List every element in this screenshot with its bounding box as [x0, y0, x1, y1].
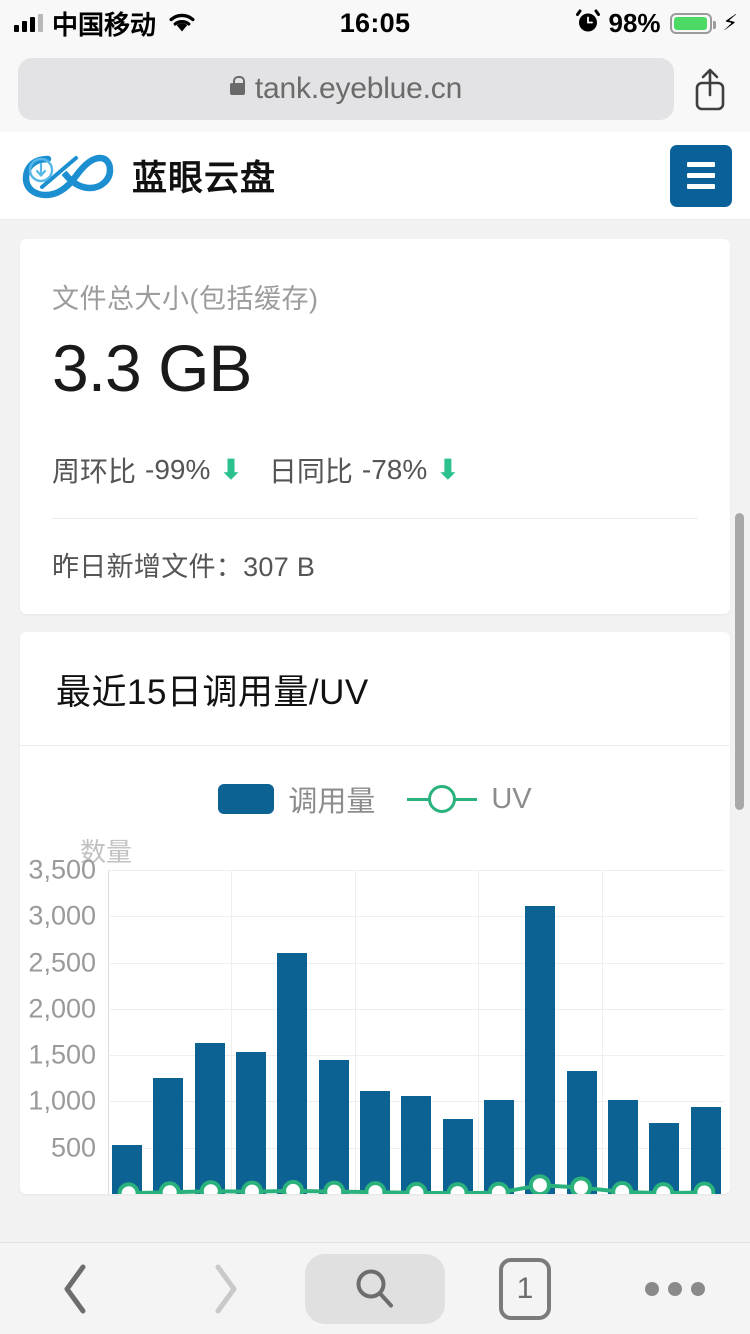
trend-day-over-day: 日同比 -78% ⬇ [269, 450, 460, 490]
chart-plot-area: 数量 3,500 3,000 2,500 2,000 1,500 1,000 500 [20, 834, 730, 1194]
card-divider [52, 518, 698, 519]
search-icon [356, 1269, 393, 1307]
gridline [108, 1055, 725, 1057]
chart-divider [20, 745, 730, 746]
y-axis-tick: 3,500 [28, 854, 96, 885]
chart-bar[interactable] [484, 1099, 515, 1194]
battery-percent-label: 98% [608, 7, 661, 38]
chart-legend: 调用量 UV [20, 746, 730, 830]
trend-week-over-week: 周环比 -99% ⬇ [52, 450, 243, 490]
vertical-gridline [231, 870, 233, 1194]
url-input[interactable]: tank.eyeblue.cn [18, 58, 674, 120]
back-button[interactable] [0, 1243, 150, 1334]
chart-bar[interactable] [690, 1106, 721, 1194]
chart-bar[interactable] [401, 1095, 432, 1194]
page-title: 蓝眼云盘 [132, 159, 277, 198]
more-dots-icon [645, 1281, 705, 1296]
battery-icon [669, 12, 716, 34]
chart-title: 最近15日调用量/UV [56, 673, 369, 712]
chart-bar[interactable] [153, 1077, 184, 1194]
status-bar: 中国移动 16:05 98% ⚡ [0, 0, 750, 46]
status-bar-right: 98% ⚡ [575, 7, 738, 39]
arrow-down-icon: ⬇ [436, 454, 460, 485]
browser-url-bar-container: tank.eyeblue.cn [0, 46, 750, 132]
gridline [108, 962, 725, 964]
y-axis-tick: 2,500 [28, 947, 96, 978]
tabs-button[interactable]: 1 [450, 1243, 600, 1334]
clock-label: 16:05 [339, 7, 411, 38]
status-bar-left: 中国移动 [14, 5, 199, 42]
hamburger-menu-icon[interactable] [670, 144, 732, 207]
trend-label: 周环比 [52, 456, 137, 487]
legend-label: 调用量 [288, 786, 376, 818]
y-axis-tick: 2,000 [28, 993, 96, 1024]
y-axis-tick: 3,000 [28, 900, 96, 931]
browser-bottom-toolbar: 1 [0, 1242, 750, 1334]
chart-bars [108, 870, 725, 1194]
carrier-label: 中国移动 [52, 9, 157, 40]
lightning-bolt-icon: ⚡ [722, 10, 738, 35]
chart-canvas: 3,500 3,000 2,500 2,000 1,500 1,000 500 [28, 855, 725, 1194]
stat-footer: 昨日新增文件：307 B [52, 552, 316, 582]
trend-value: -78% [361, 454, 428, 485]
chart-bar[interactable] [194, 1042, 225, 1194]
search-button[interactable] [300, 1243, 450, 1334]
share-icon[interactable] [688, 65, 732, 113]
chevron-right-icon [215, 1264, 237, 1313]
chart-bar[interactable] [525, 906, 556, 1194]
page-content: 文件总大小(包括缓存) 3.3 GB 周环比 -99% ⬇ 日同比 -78% ⬇… [0, 221, 750, 1242]
y-axis-tick: 500 [50, 1132, 96, 1163]
y-axis-tick: 1,500 [28, 1039, 96, 1070]
y-axis-tick: 1,000 [28, 1085, 96, 1116]
trend-value: -99% [145, 454, 211, 485]
gridline [108, 870, 725, 871]
more-button[interactable] [600, 1243, 750, 1334]
chart-bar[interactable] [566, 1070, 597, 1194]
legend-item-uv[interactable]: UV [407, 782, 532, 816]
legend-item-calls[interactable]: 调用量 [218, 778, 375, 820]
gridline [108, 1008, 725, 1010]
arrow-down-icon: ⬇ [219, 454, 243, 485]
trend-label: 日同比 [268, 456, 353, 487]
legend-bar-swatch [218, 784, 275, 814]
usage-chart-card: 最近15日调用量/UV 调用量 UV 数量 3,500 3,000 2,500 2,0… [20, 632, 730, 1194]
chart-bar[interactable] [318, 1059, 349, 1194]
search-pill[interactable] [305, 1253, 445, 1324]
wifi-icon [165, 8, 199, 39]
chart-bar[interactable] [112, 1145, 142, 1194]
lock-icon [229, 76, 246, 95]
forward-button[interactable] [150, 1243, 300, 1334]
chart-bar[interactable] [360, 1091, 391, 1194]
chart-bar[interactable] [649, 1122, 680, 1194]
chart-bar[interactable] [277, 953, 308, 1194]
gridline [108, 916, 725, 918]
y-axis-label: 数量 [80, 837, 133, 867]
chart-bar[interactable] [442, 1119, 473, 1194]
legend-label: UV [491, 782, 532, 815]
blue-eye-cloud-logo-icon[interactable] [18, 147, 114, 205]
stat-value: 3.3 GB [52, 331, 252, 405]
stat-label: 文件总大小(包括缓存) [52, 284, 319, 314]
vertical-gridline [478, 870, 480, 1194]
url-text: tank.eyeblue.cn [254, 72, 463, 105]
alarm-clock-icon [575, 8, 600, 39]
y-axis-line [108, 870, 109, 1194]
tab-count-badge: 1 [499, 1257, 551, 1320]
chart-bar[interactable] [608, 1099, 639, 1194]
stat-trends: 周环比 -99% ⬇ 日同比 -78% ⬇ [52, 450, 698, 490]
page-scrollbar[interactable] [735, 513, 744, 810]
app-header: 蓝眼云盘 [0, 132, 750, 220]
vertical-gridline [601, 870, 603, 1194]
signal-bars-icon [14, 14, 43, 32]
chevron-left-icon [64, 1264, 86, 1313]
chart-bar[interactable] [236, 1052, 267, 1194]
total-file-size-card: 文件总大小(包括缓存) 3.3 GB 周环比 -99% ⬇ 日同比 -78% ⬇… [20, 239, 730, 614]
vertical-gridline [354, 870, 356, 1194]
legend-line-swatch [407, 785, 478, 813]
